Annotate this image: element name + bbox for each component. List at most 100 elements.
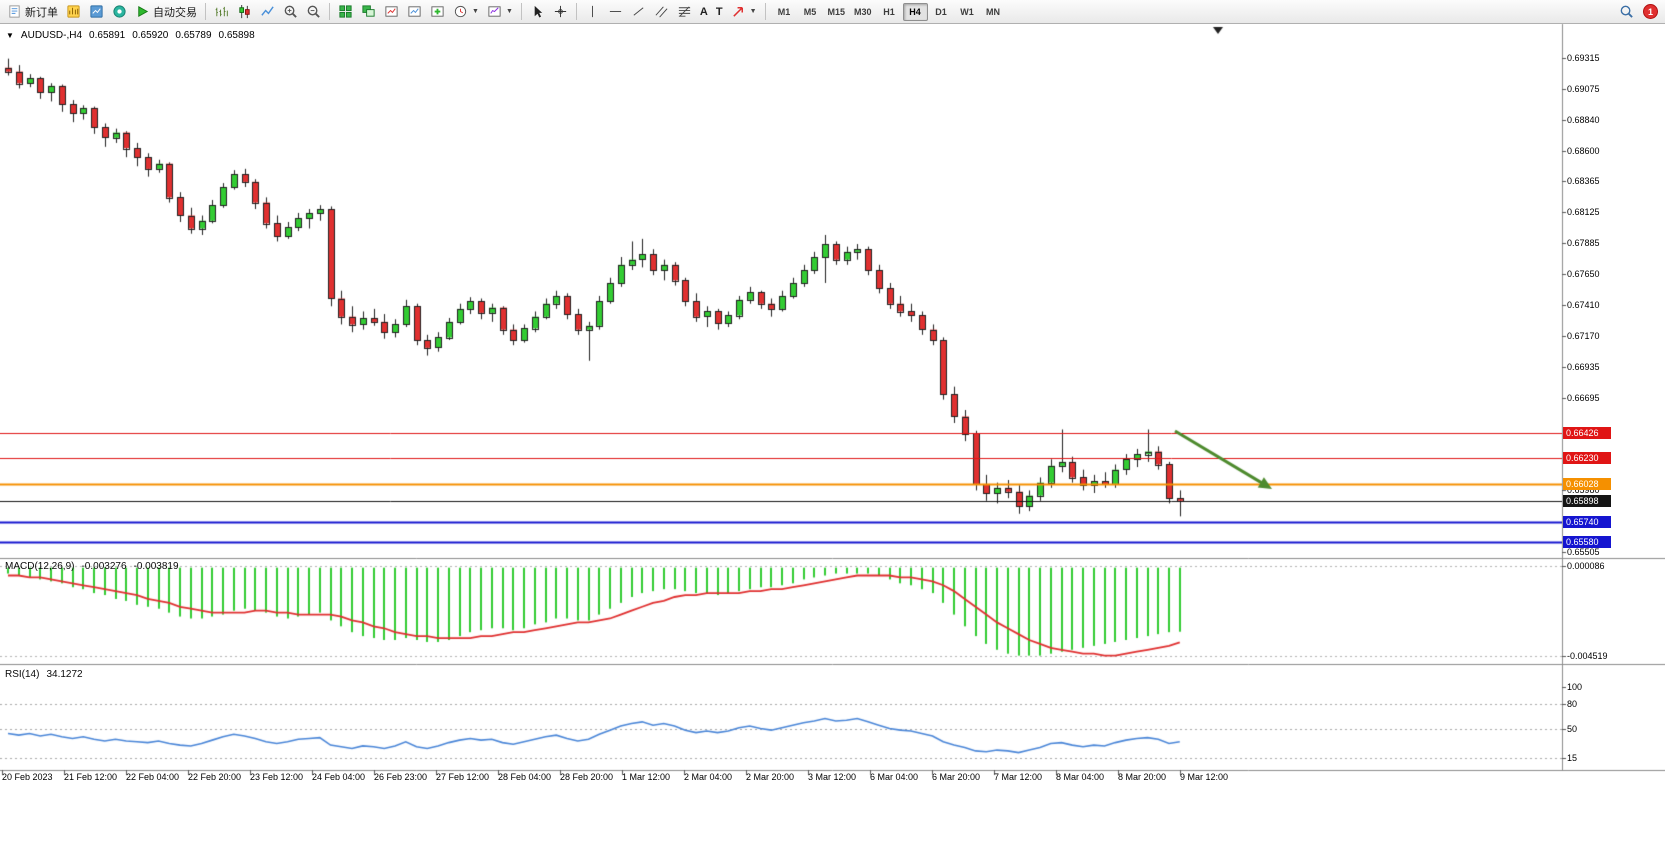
price-axis-label: 0.66695	[1567, 392, 1600, 403]
price-axis-label: 0.66935	[1567, 361, 1600, 372]
toolbar-separator	[764, 3, 766, 20]
time-axis-label: 2 Mar 20:00	[746, 772, 795, 782]
time-axis-label: 28 Feb 20:00	[560, 772, 614, 782]
toolbar-separator	[205, 3, 206, 20]
time-axis-label: 22 Feb 04:00	[126, 772, 180, 782]
time-axis-label: 2 Mar 04:00	[684, 772, 733, 782]
price-axis-label: 0.67410	[1567, 300, 1600, 310]
price-axis-label: 0.69075	[1567, 84, 1600, 95]
auto-scroll-icon	[407, 4, 422, 19]
new-order-icon	[7, 4, 22, 19]
macd-name: MACD(12,26,9)	[5, 561, 75, 572]
chevron-down-icon: ▼	[472, 8, 479, 15]
channel-button[interactable]	[650, 2, 673, 22]
indicators-button[interactable]	[426, 2, 449, 22]
chart-shift-button[interactable]	[380, 2, 403, 22]
search-icon	[1619, 4, 1634, 19]
time-axis-label: 28 Feb 04:00	[498, 772, 552, 782]
zoom-in-icon	[283, 4, 298, 19]
horizontal-line-icon	[608, 4, 623, 19]
channel-icon	[654, 4, 669, 19]
ohlc-open: 0.65891	[89, 30, 126, 41]
fibonacci-button[interactable]	[673, 2, 696, 22]
templates-button[interactable]: ▼	[483, 2, 517, 22]
price-line-badge: 0.66426	[1563, 426, 1611, 439]
line-chart-button[interactable]	[256, 2, 279, 22]
market-watch-button[interactable]	[85, 2, 108, 22]
auto-trading-button[interactable]: 自动交易	[131, 2, 201, 22]
timeframe-m5[interactable]: M5	[798, 3, 823, 21]
timeframe-m15[interactable]: M15	[824, 3, 850, 21]
time-axis-label: 7 Mar 12:00	[994, 772, 1043, 782]
trendline-button[interactable]	[627, 2, 650, 22]
chart-header: ▼ AUDUSD-,H4 0.65891 0.65920 0.65789 0.6…	[6, 30, 255, 41]
vertical-line-icon	[585, 4, 600, 19]
text-tool-button[interactable]: A	[696, 2, 712, 22]
rsi-axis-label: 15	[1567, 752, 1578, 763]
periods-button[interactable]: ▼	[449, 2, 483, 22]
price-axis-label: 0.65505	[1567, 547, 1600, 557]
fibonacci-icon	[677, 4, 692, 19]
time-axis-label: 23 Feb 12:00	[250, 772, 304, 782]
label-tool-button[interactable]: T	[712, 2, 727, 22]
chevron-down-icon: ▼	[505, 8, 513, 15]
text-tool-icon: A	[699, 5, 708, 18]
auto-scroll-button[interactable]	[403, 2, 426, 22]
price-line-badge: 0.66028	[1563, 478, 1611, 491]
one-click-trading-toggle[interactable]: ▼	[6, 30, 14, 40]
time-axis-label: 3 Mar 12:00	[808, 772, 857, 782]
ohlc-high: 0.65920	[132, 30, 169, 41]
main-toolbar: 新订单 自动交易	[0, 0, 1665, 24]
tile-windows-button[interactable]	[334, 2, 357, 22]
rsi-axis-label: 100	[1567, 682, 1583, 692]
price-axis-label: 0.67650	[1567, 268, 1600, 279]
price-axis-label: 0.68365	[1567, 176, 1600, 187]
rsi-value: 34.1272	[46, 669, 83, 680]
timeframe-m30[interactable]: M30	[850, 3, 876, 21]
toolbar-separator	[520, 3, 522, 20]
notification-badge[interactable]: 1	[1643, 4, 1658, 19]
new-order-button[interactable]: 新订单	[3, 2, 62, 22]
zoom-out-button[interactable]	[302, 2, 325, 22]
price-axis-label: 0.68125	[1567, 207, 1600, 218]
yellow-chart-icon	[66, 4, 81, 19]
rsi-indicator-label: RSI(14) 34.1272	[5, 669, 83, 680]
toolbar-separator	[575, 3, 577, 20]
timeframe-h1[interactable]: H1	[877, 3, 902, 21]
chart-shift-icon	[384, 4, 399, 19]
indicators-plus-icon	[430, 4, 445, 19]
candlestick-chart-button[interactable]	[233, 2, 256, 22]
time-axis-label: 27 Feb 12:00	[436, 772, 490, 782]
search-button[interactable]	[1615, 2, 1638, 22]
time-axis-label: 24 Feb 04:00	[312, 772, 366, 782]
play-icon	[135, 4, 150, 19]
cascade-windows-button[interactable]	[357, 2, 380, 22]
zoom-in-button[interactable]	[279, 2, 302, 22]
crosshair-button[interactable]	[549, 2, 572, 22]
horizontal-line-button[interactable]	[604, 2, 627, 22]
cursor-icon	[530, 4, 545, 19]
toolbar-separator	[329, 3, 330, 20]
cursor-button[interactable]	[526, 2, 549, 22]
tile-windows-icon	[338, 4, 353, 19]
bar-chart-button[interactable]	[210, 2, 233, 22]
timeframe-w1[interactable]: W1	[955, 3, 980, 21]
price-axis-label: 0.65980	[1567, 485, 1600, 496]
clock-icon	[453, 4, 468, 19]
timeframe-mn[interactable]: MN	[981, 3, 1006, 21]
charts-button[interactable]	[62, 2, 85, 22]
timeframe-m1[interactable]: M1	[772, 3, 797, 21]
market-watch-icon	[89, 4, 104, 19]
arrows-tool-button[interactable]: ▼	[727, 2, 761, 22]
timeframe-h4[interactable]: H4	[902, 2, 928, 21]
vertical-line-button[interactable]	[581, 2, 604, 22]
new-order-label: 新订单	[25, 6, 58, 19]
community-button[interactable]	[108, 2, 131, 22]
macd-signal-value: -0.003819	[133, 561, 179, 572]
line-chart-icon	[260, 4, 275, 19]
price-axis-label: 0.69315	[1567, 53, 1600, 63]
ohlc-bars-icon	[214, 4, 229, 19]
price-line-badge: 0.65740	[1563, 515, 1611, 528]
timeframe-d1[interactable]: D1	[929, 3, 954, 21]
